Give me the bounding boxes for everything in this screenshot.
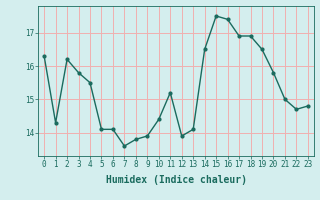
X-axis label: Humidex (Indice chaleur): Humidex (Indice chaleur): [106, 175, 246, 185]
